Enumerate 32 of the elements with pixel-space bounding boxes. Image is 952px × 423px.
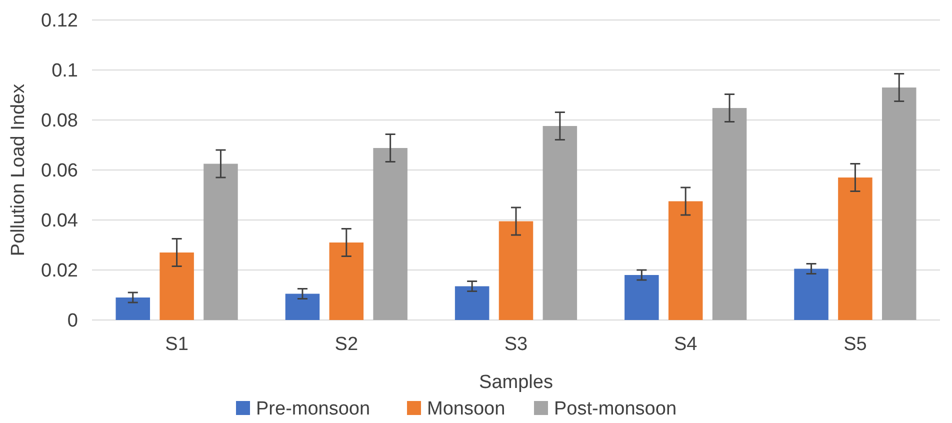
y-tick-label: 0 [67,310,78,332]
bar [454,286,490,320]
x-tick-label: S5 [844,334,867,355]
bar [712,108,747,320]
legend-label: Monsoon [427,398,506,420]
y-tick-label: 0.08 [41,110,78,132]
y-tick-label: 0.1 [52,60,78,82]
legend-label: Pre-monsoon [256,398,370,420]
x-tick-label: S3 [504,334,528,355]
bar [373,148,408,320]
y-tick-label: 0.12 [41,10,78,32]
x-tick-label: S2 [334,334,358,355]
y-tick-label: 0.04 [41,210,78,232]
bar [285,294,320,320]
bar [882,88,916,320]
legend-label: Post-monsoon [554,398,677,420]
x-tick-label: S1 [165,334,188,355]
y-tick-label: 0.06 [41,160,78,182]
x-axis-title: Samples [479,372,553,393]
bar [116,298,150,320]
bar [542,126,578,320]
bar [838,178,872,320]
bar [498,221,534,320]
x-tick-label: S4 [674,334,698,355]
bar [160,252,194,320]
bar [624,275,659,320]
bar [668,201,703,320]
y-axis-title: Pollution Load Index [8,83,29,256]
bar [794,268,828,320]
bar [204,164,238,320]
bar [329,242,364,320]
y-tick-label: 0.02 [41,260,78,282]
